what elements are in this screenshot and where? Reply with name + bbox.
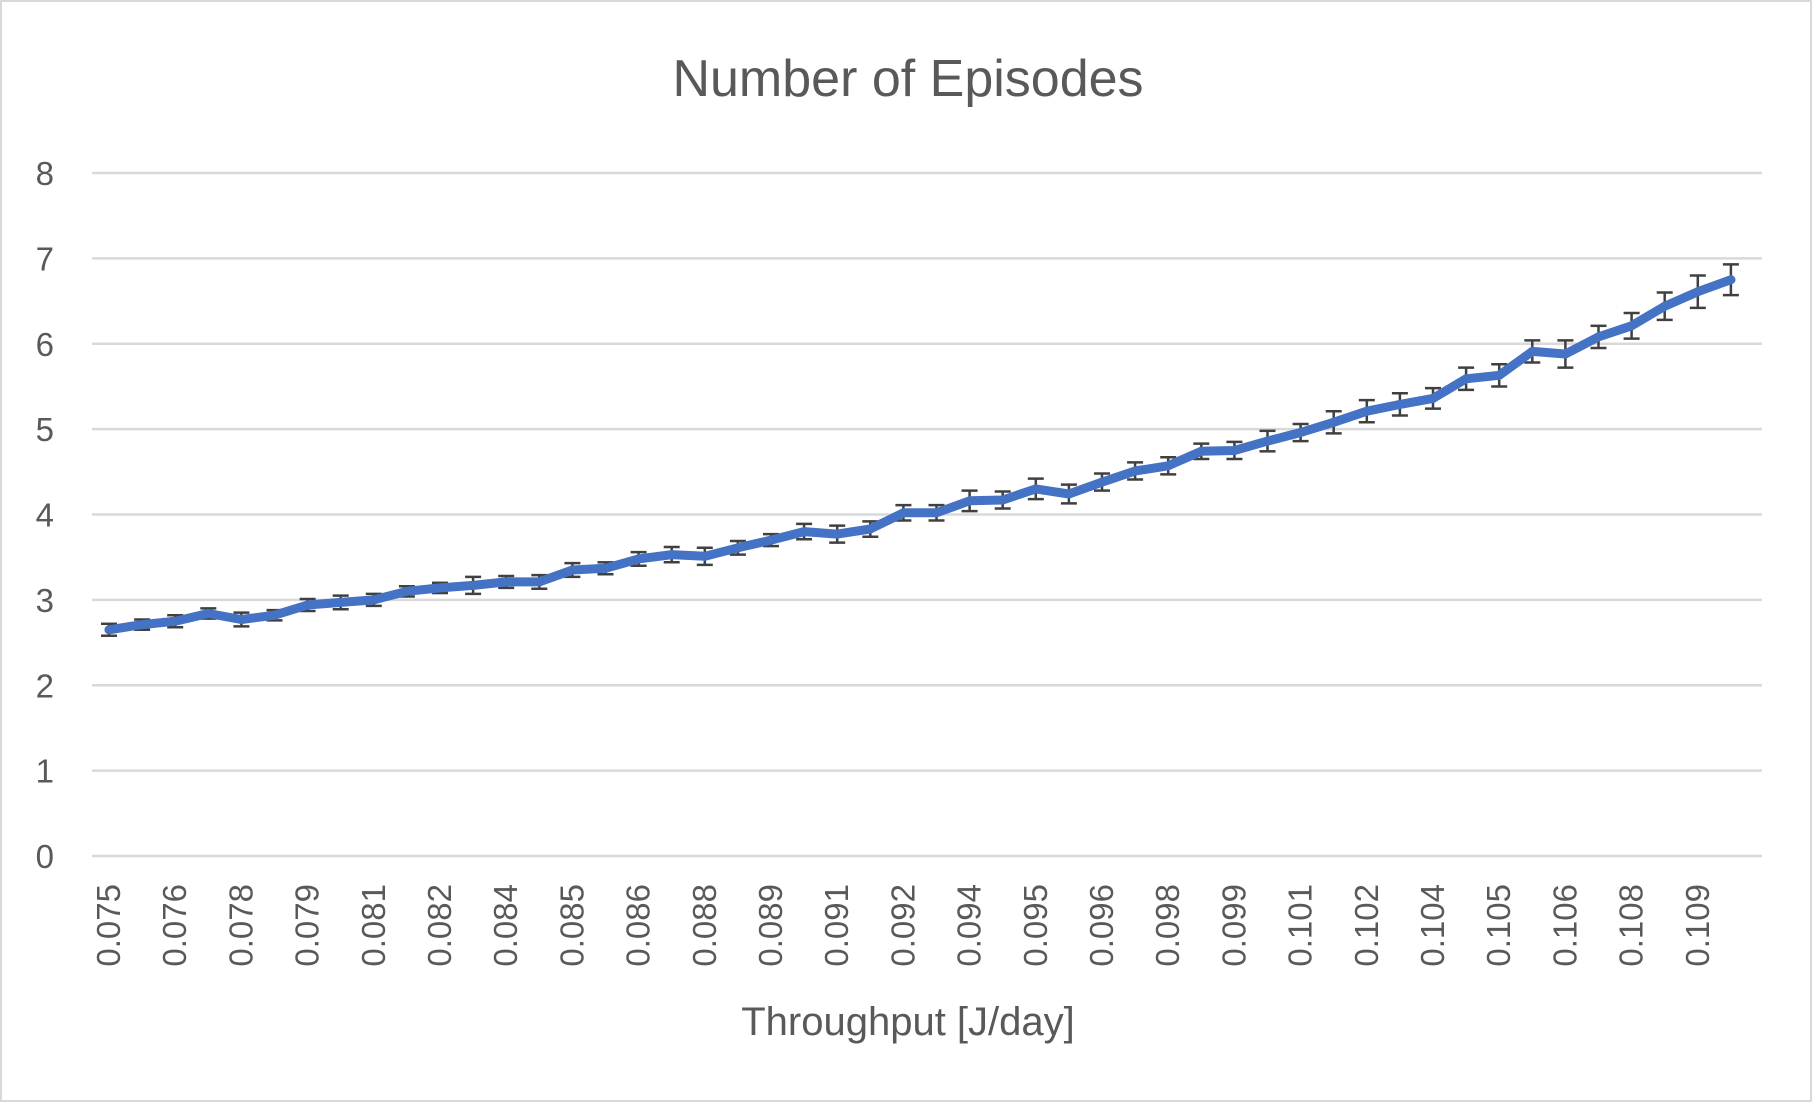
x-tick-label: 0.086 — [620, 884, 657, 967]
x-tick-label: 0.085 — [553, 884, 590, 967]
x-tick-label: 0.102 — [1348, 884, 1385, 967]
data-point — [1296, 428, 1306, 438]
y-tick-label: 3 — [36, 582, 54, 619]
data-point — [1263, 436, 1272, 446]
x-tick-label: 0.101 — [1282, 884, 1319, 967]
data-point — [1395, 399, 1405, 409]
x-tick-label: 0.078 — [222, 884, 259, 967]
data-point — [634, 554, 644, 564]
data-point — [435, 583, 445, 593]
data-point — [1329, 417, 1339, 427]
y-tick-label: 7 — [36, 240, 54, 277]
data-point — [865, 524, 875, 534]
y-axis-tick-labels: 0 1 2 3 4 5 6 7 8 — [36, 155, 54, 875]
data-point — [799, 527, 809, 537]
data-point — [170, 616, 180, 626]
data-point — [1229, 445, 1239, 455]
series-lines — [104, 275, 1736, 635]
data-point — [1097, 477, 1107, 487]
data-point — [898, 508, 908, 518]
x-tick-label: 0.092 — [884, 884, 921, 967]
y-tick-label: 5 — [36, 411, 54, 448]
data-point — [203, 609, 213, 619]
data-point — [303, 600, 313, 610]
x-tick-label: 0.081 — [355, 884, 392, 967]
data-point — [1594, 332, 1603, 342]
x-tick-label: 0.082 — [421, 884, 458, 967]
x-tick-label: 0.095 — [1017, 884, 1054, 967]
data-point — [832, 529, 842, 539]
chart-title: Number of Episodes — [672, 50, 1143, 108]
y-tick-label: 2 — [36, 667, 54, 704]
series-line — [104, 275, 1736, 635]
data-point — [1362, 406, 1372, 416]
x-tick-label: 0.089 — [752, 884, 789, 967]
data-point — [1627, 321, 1637, 331]
error-bars — [101, 263, 1739, 637]
x-tick-label: 0.091 — [818, 884, 855, 967]
data-point — [1031, 484, 1041, 494]
x-tick-label: 0.109 — [1679, 884, 1716, 967]
data-point — [601, 563, 610, 573]
data-point — [1163, 461, 1173, 471]
data-point — [1064, 489, 1074, 499]
data-point — [369, 595, 379, 605]
y-tick-label: 6 — [36, 326, 54, 363]
x-tick-label: 0.075 — [90, 884, 127, 967]
data-point — [104, 625, 114, 635]
data-point — [137, 620, 147, 630]
y-tick-label: 1 — [36, 753, 54, 790]
data-point — [402, 586, 412, 596]
data-point — [1494, 370, 1504, 380]
x-axis-label: Throughput [J/day] — [741, 1000, 1075, 1044]
data-point — [567, 565, 577, 575]
data-point — [1693, 287, 1703, 297]
x-tick-label: 0.094 — [951, 884, 988, 967]
data-point — [1461, 374, 1471, 384]
data-point — [1428, 393, 1438, 403]
data-point — [1130, 466, 1140, 476]
x-tick-label: 0.108 — [1613, 884, 1650, 967]
data-point — [336, 597, 346, 607]
x-tick-label: 0.076 — [156, 884, 193, 967]
data-point — [534, 577, 544, 587]
data-point — [932, 508, 941, 518]
x-tick-label: 0.088 — [686, 884, 723, 967]
x-tick-label: 0.084 — [487, 884, 524, 967]
y-tick-label: 4 — [36, 497, 54, 534]
data-point — [1527, 346, 1537, 356]
data-point — [236, 615, 246, 625]
x-axis-tick-labels: 0.075 0.076 0.078 0.079 0.081 0.082 0.084 0.085… — [90, 884, 1716, 967]
data-point — [1560, 349, 1570, 359]
data-point — [667, 550, 677, 560]
x-tick-label: 0.104 — [1414, 884, 1451, 967]
data-point — [270, 610, 279, 620]
x-tick-label: 0.098 — [1149, 884, 1186, 967]
x-tick-label: 0.105 — [1480, 884, 1517, 967]
y-tick-label: 8 — [36, 155, 54, 192]
data-point — [766, 535, 776, 545]
x-tick-label: 0.096 — [1083, 884, 1120, 967]
data-point — [468, 580, 478, 590]
data-point — [965, 496, 975, 506]
x-tick-label: 0.106 — [1546, 884, 1583, 967]
data-point — [733, 543, 743, 553]
data-point — [1726, 275, 1736, 285]
y-tick-label: 0 — [36, 838, 54, 875]
data-point — [1660, 301, 1670, 311]
data-point — [998, 495, 1008, 505]
data-point — [700, 551, 710, 561]
data-point — [501, 577, 511, 587]
data-point — [1196, 446, 1206, 456]
x-tick-label: 0.079 — [289, 884, 326, 967]
x-tick-label: 0.099 — [1215, 884, 1252, 967]
